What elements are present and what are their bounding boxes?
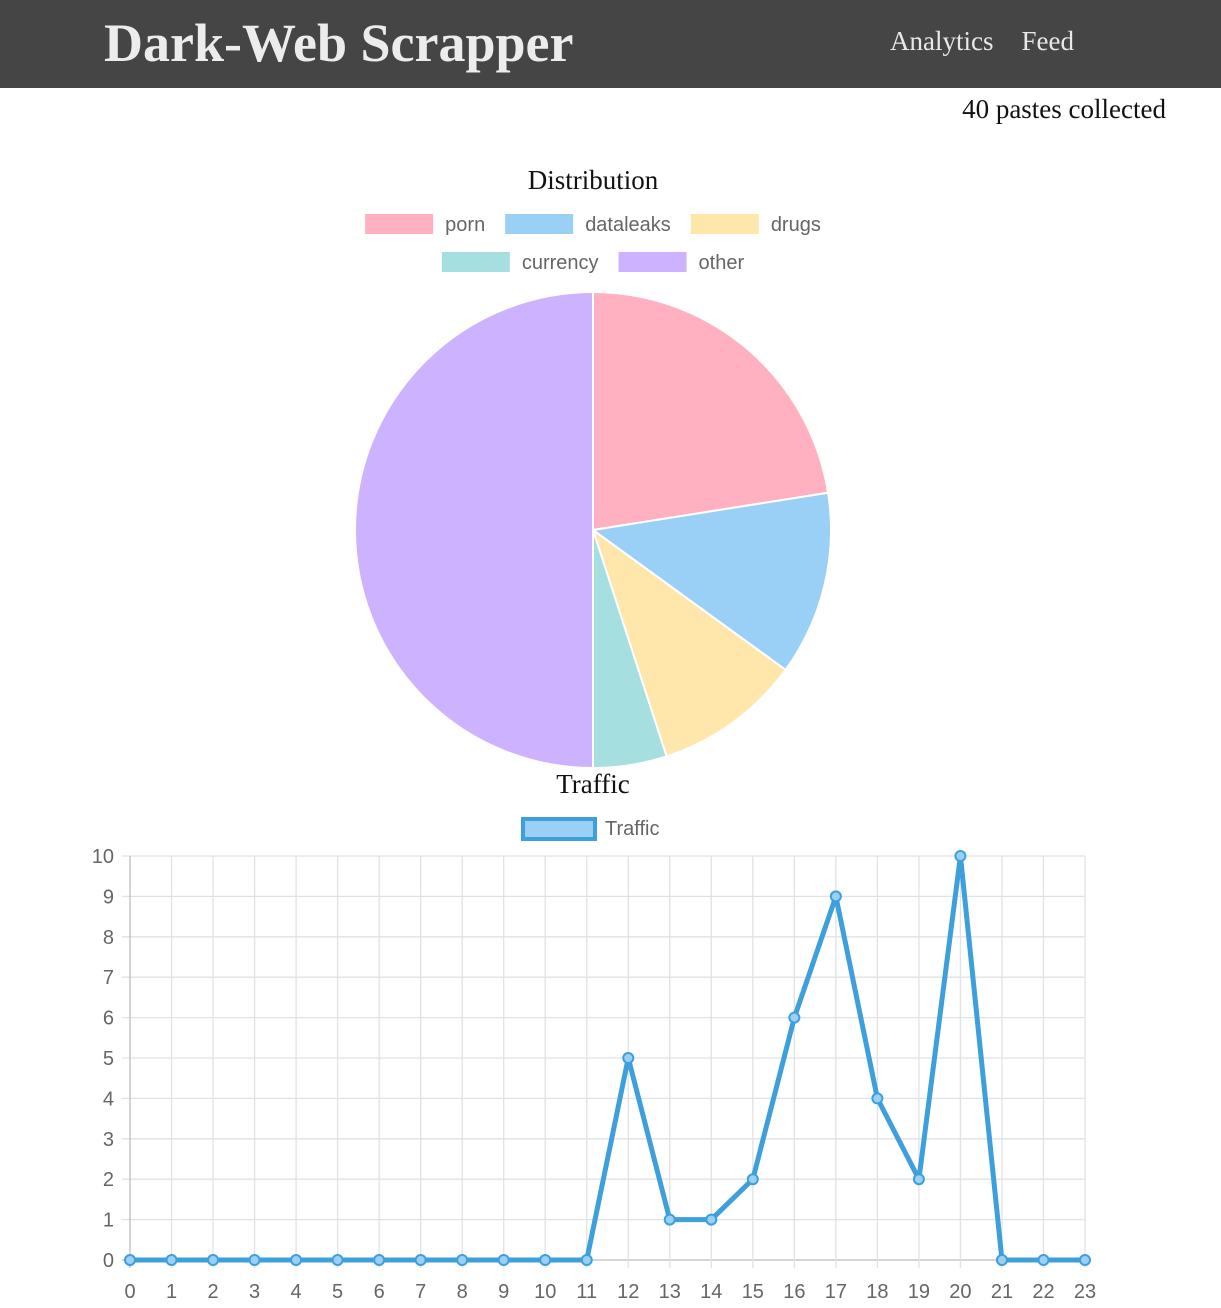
nav-links: Analytics Feed: [890, 24, 1074, 58]
traffic-chart-title: Traffic: [556, 769, 630, 799]
y-tick-label: 1: [103, 1210, 114, 1232]
legend-swatch-currency[interactable]: [441, 252, 510, 272]
legend-swatch-other[interactable]: [618, 252, 687, 272]
y-tick-label: 9: [103, 886, 114, 908]
x-tick-label: 19: [908, 1281, 930, 1303]
traffic-point-3[interactable]: [248, 1254, 261, 1266]
traffic-point-16[interactable]: [788, 1011, 801, 1024]
traffic-point-19[interactable]: [912, 1173, 925, 1186]
traffic-point-23[interactable]: [1079, 1254, 1091, 1266]
x-tick-label: 1: [166, 1281, 177, 1303]
nav-link-analytics[interactable]: Analytics: [890, 26, 994, 56]
legend-label-porn[interactable]: porn: [445, 214, 485, 236]
x-axis-ticks: 0 1 2 3 4 5 6 7 8 9 10 11 12 13 14 15 16 17 18 19 20 21 22 23: [124, 1281, 1096, 1303]
traffic-point-4[interactable]: [290, 1254, 303, 1266]
traffic-series: [124, 850, 1091, 1266]
traffic-point-11[interactable]: [580, 1254, 593, 1266]
y-tick-label: 10: [92, 846, 114, 868]
y-tick-label: 2: [103, 1169, 114, 1191]
x-tick-label: 2: [207, 1281, 218, 1303]
x-tick-label: 0: [124, 1281, 135, 1303]
traffic-point-20[interactable]: [954, 850, 967, 862]
navbar: Dark-Web Scrapper Analytics Feed: [0, 0, 1221, 88]
traffic-point-22[interactable]: [1037, 1254, 1050, 1266]
legend-label-traffic[interactable]: Traffic: [605, 818, 659, 840]
traffic-point-18[interactable]: [871, 1092, 884, 1105]
x-tick-label: 23: [1074, 1281, 1096, 1303]
x-tick-label: 12: [617, 1281, 639, 1303]
x-tick-label: 18: [866, 1281, 888, 1303]
traffic-point-6[interactable]: [373, 1254, 386, 1266]
y-axis-ticks: 0 1 2 3 4 5 6 7 8 9 10: [92, 846, 114, 1272]
legend-label-currency[interactable]: currency: [522, 252, 599, 274]
y-tick-label: 6: [103, 1008, 114, 1030]
x-tick-label: 10: [534, 1281, 556, 1303]
pie-slice-porn[interactable]: [592, 290, 830, 532]
traffic-point-10[interactable]: [539, 1254, 552, 1266]
x-tick-label: 6: [374, 1281, 385, 1303]
legend-label-drugs[interactable]: drugs: [771, 214, 821, 236]
pie-slice-other[interactable]: [354, 290, 594, 770]
pie-legend: porn dataleaks drugs currency other: [365, 214, 821, 274]
traffic-point-0[interactable]: [124, 1254, 136, 1266]
traffic-point-5[interactable]: [331, 1254, 344, 1266]
x-tick-label: 16: [783, 1281, 805, 1303]
traffic-point-2[interactable]: [207, 1254, 220, 1266]
x-tick-label: 14: [700, 1281, 722, 1303]
line-grid: [122, 855, 1086, 1268]
x-tick-label: 5: [332, 1281, 343, 1303]
y-tick-label: 4: [103, 1088, 114, 1110]
x-tick-label: 9: [498, 1281, 509, 1303]
traffic-point-15[interactable]: [746, 1173, 759, 1186]
traffic-point-8[interactable]: [456, 1254, 469, 1266]
pie-slices: [354, 290, 832, 770]
legend-swatch-drugs[interactable]: [690, 214, 759, 234]
traffic-point-13[interactable]: [663, 1213, 676, 1226]
legend-swatch-dataleaks[interactable]: [505, 214, 574, 234]
x-tick-label: 4: [291, 1281, 302, 1303]
y-tick-label: 5: [103, 1048, 114, 1070]
x-tick-label: 21: [991, 1281, 1013, 1303]
traffic-line: [130, 853, 1085, 1263]
legend-swatch-porn[interactable]: [365, 214, 434, 234]
y-tick-label: 0: [103, 1250, 114, 1272]
distribution-pie-chart: porn dataleaks drugs currency other: [354, 214, 832, 770]
x-tick-label: 13: [659, 1281, 681, 1303]
y-tick-label: 3: [103, 1129, 114, 1151]
y-tick-label: 8: [103, 927, 114, 949]
x-tick-label: 17: [825, 1281, 847, 1303]
x-tick-label: 11: [576, 1281, 597, 1303]
legend-label-dataleaks[interactable]: dataleaks: [585, 214, 671, 236]
traffic-point-7[interactable]: [414, 1254, 427, 1266]
paste-count: 40 pastes collected: [962, 94, 1166, 124]
x-tick-label: 15: [742, 1281, 764, 1303]
y-tick-label: 7: [103, 967, 114, 989]
traffic-point-1[interactable]: [165, 1254, 178, 1266]
pie-slice-dataleaks[interactable]: [590, 491, 832, 672]
x-tick-label: 3: [249, 1281, 260, 1303]
nav-link-feed[interactable]: Feed: [1021, 26, 1074, 56]
line-legend: Traffic: [521, 817, 659, 841]
traffic-point-21[interactable]: [995, 1254, 1008, 1266]
x-tick-label: 8: [457, 1281, 468, 1303]
legend-label-other[interactable]: other: [699, 252, 745, 274]
traffic-point-17[interactable]: [829, 890, 842, 903]
traffic-point-9[interactable]: [497, 1254, 510, 1266]
x-tick-label: 22: [1032, 1281, 1054, 1303]
x-tick-label: 20: [949, 1281, 971, 1303]
pie-slice-drugs[interactable]: [591, 527, 787, 758]
brand-title[interactable]: Dark-Web Scrapper: [104, 13, 574, 73]
legend-swatch-traffic[interactable]: [521, 817, 597, 841]
x-tick-label: 7: [415, 1281, 426, 1303]
traffic-point-12[interactable]: [622, 1052, 635, 1064]
traffic-point-14[interactable]: [705, 1213, 718, 1226]
distribution-chart-title: Distribution: [527, 165, 659, 195]
